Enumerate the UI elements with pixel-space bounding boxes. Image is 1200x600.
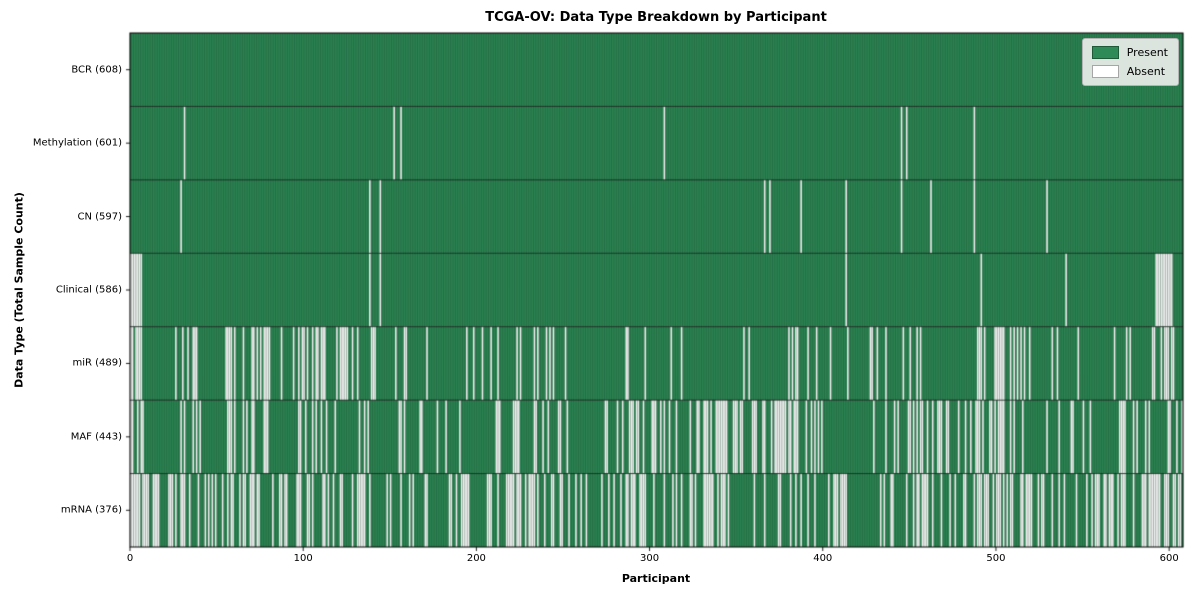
y-tick-label-CN: CN (597)	[77, 211, 122, 223]
y-tick-label-miR: miR (489)	[72, 357, 122, 369]
y-axis-label: Data Type (Total Sample Count)	[12, 192, 26, 388]
legend: Present Absent	[1081, 38, 1179, 86]
x-tick-label: 400	[813, 553, 833, 564]
x-tick-label: 600	[1159, 553, 1179, 564]
x-tick-label: 500	[986, 553, 1006, 564]
y-tick-label-MAF: MAF (443)	[70, 431, 122, 443]
legend-item-absent: Absent	[1091, 65, 1168, 78]
legend-label-absent: Absent	[1126, 65, 1166, 78]
y-tick-label-Clinical: Clinical (586)	[55, 284, 122, 296]
absent-swatch-icon	[1091, 65, 1119, 78]
x-tick-label: 0	[126, 553, 134, 564]
y-tick-label-BCR: BCR (608)	[71, 64, 122, 76]
legend-label-present: Present	[1126, 46, 1168, 59]
chart-title: TCGA-OV: Data Type Breakdown by Particip…	[485, 10, 827, 25]
x-axis-label: Participant	[621, 572, 691, 585]
present-swatch-icon	[1091, 46, 1119, 59]
y-tick-label-Methylation: Methylation (601)	[32, 137, 122, 149]
legend-item-present: Present	[1091, 46, 1168, 59]
x-tick-label: 300	[640, 553, 660, 564]
x-tick-label: 200	[466, 553, 486, 564]
y-tick-label-mRNA: mRNA (376)	[60, 504, 122, 516]
x-tick-label: 100	[293, 553, 313, 564]
